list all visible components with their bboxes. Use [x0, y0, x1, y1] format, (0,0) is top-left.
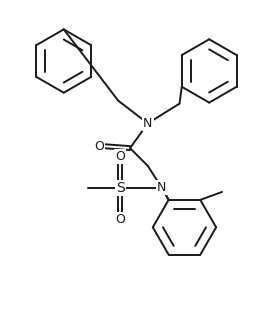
- Text: N: N: [143, 117, 152, 130]
- Text: O: O: [115, 149, 125, 162]
- Text: S: S: [116, 181, 124, 195]
- Text: O: O: [115, 213, 125, 226]
- Text: O: O: [95, 140, 104, 153]
- Text: N: N: [157, 181, 166, 194]
